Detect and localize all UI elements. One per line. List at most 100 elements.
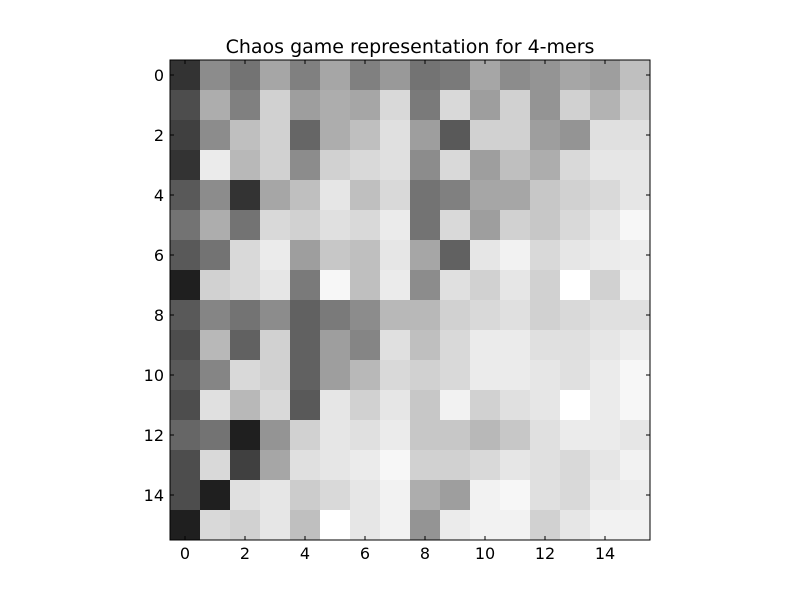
heatmap-cell-r11-c5	[320, 390, 351, 421]
heatmap-cell-r7-c3	[260, 270, 291, 301]
heatmap-cell-r14-c15	[620, 480, 651, 511]
heatmap-cell-r6-c13	[560, 240, 591, 271]
heatmap-cell-r0-c2	[230, 60, 261, 91]
heatmap-cell-r12-c8	[410, 420, 441, 451]
y-tick-labels: 0 2 4 6 8 10 12 14	[144, 66, 164, 505]
heatmap-cell-r4-c10	[470, 180, 501, 211]
heatmap-cell-r9-c9	[440, 330, 471, 361]
heatmap-cell-r0-c8	[410, 60, 441, 91]
chart-title: Chaos game representation for 4-mers	[226, 36, 595, 58]
heatmap-cell-r6-c3	[260, 240, 291, 271]
heatmap-cell-r5-c14	[590, 210, 621, 241]
heatmap-cell-r2-c13	[560, 120, 591, 151]
heatmap-cell-r2-c1	[200, 120, 231, 151]
heatmap-cell-r3-c11	[500, 150, 531, 181]
heatmap-cell-r8-c2	[230, 300, 261, 331]
x-tick-label: 0	[180, 544, 190, 563]
heatmap-cell-r6-c4	[290, 240, 321, 271]
heatmap-cell-r10-c7	[380, 360, 411, 391]
heatmap-cell-r14-c4	[290, 480, 321, 511]
heatmap-cell-r3-c1	[200, 150, 231, 181]
heatmap-cell-r3-c12	[530, 150, 561, 181]
heatmap-cell-r6-c12	[530, 240, 561, 271]
heatmap-cell-r9-c8	[410, 330, 441, 361]
x-tick-label: 6	[360, 544, 370, 563]
x-tick-label: 8	[420, 544, 430, 563]
y-tick-label: 4	[154, 186, 164, 205]
heatmap-cell-r7-c5	[320, 270, 351, 301]
heatmap-cell-r9-c6	[350, 330, 381, 361]
heatmap-cell-r15-c10	[470, 510, 501, 541]
heatmap-cell-r1-c0	[170, 90, 201, 121]
heatmap-cell-r11-c0	[170, 390, 201, 421]
heatmap-cell-r9-c0	[170, 330, 201, 361]
heatmap-cell-r10-c12	[530, 360, 561, 391]
heatmap-cell-r0-c11	[500, 60, 531, 91]
heatmap-cell-r6-c10	[470, 240, 501, 271]
heatmap-cell-r4-c14	[590, 180, 621, 211]
heatmap-cell-r10-c5	[320, 360, 351, 391]
heatmap-cell-r4-c2	[230, 180, 261, 211]
heatmap-cell-r5-c12	[530, 210, 561, 241]
heatmap-cell-r7-c10	[470, 270, 501, 301]
heatmap-cell-r2-c6	[350, 120, 381, 151]
heatmap-cell-r7-c14	[590, 270, 621, 301]
heatmap-cell-r10-c2	[230, 360, 261, 391]
y-tick-label: 14	[144, 486, 164, 505]
heatmap-cell-r6-c1	[200, 240, 231, 271]
heatmap-cell-r3-c5	[320, 150, 351, 181]
heatmap-cell-r15-c11	[500, 510, 531, 541]
heatmap-cell-r9-c2	[230, 330, 261, 361]
heatmap-cell-r11-c9	[440, 390, 471, 421]
heatmap-cell-r5-c3	[260, 210, 291, 241]
heatmap-cell-r10-c6	[350, 360, 381, 391]
heatmap-cell-r7-c2	[230, 270, 261, 301]
heatmap-cell-r3-c4	[290, 150, 321, 181]
heatmap-cell-r4-c5	[320, 180, 351, 211]
heatmap-cell-r0-c14	[590, 60, 621, 91]
heatmap-cell-r3-c10	[470, 150, 501, 181]
heatmap-cell-r13-c11	[500, 450, 531, 481]
heatmap-cell-r13-c6	[350, 450, 381, 481]
heatmap-cell-r9-c10	[470, 330, 501, 361]
heatmap-cell-r4-c0	[170, 180, 201, 211]
heatmap-cell-r13-c12	[530, 450, 561, 481]
heatmap-cell-r6-c11	[500, 240, 531, 271]
heatmap-cell-r0-c15	[620, 60, 651, 91]
heatmap-cell-r3-c13	[560, 150, 591, 181]
heatmap-cell-r8-c12	[530, 300, 561, 331]
heatmap-cell-r13-c1	[200, 450, 231, 481]
heatmap-cell-r12-c15	[620, 420, 651, 451]
heatmap-cells	[170, 60, 651, 541]
heatmap-cell-r9-c13	[560, 330, 591, 361]
heatmap-cell-r7-c0	[170, 270, 201, 301]
heatmap-cell-r8-c4	[290, 300, 321, 331]
heatmap-cell-r10-c9	[440, 360, 471, 391]
heatmap-cell-r0-c6	[350, 60, 381, 91]
heatmap-cell-r11-c14	[590, 390, 621, 421]
heatmap-cell-r15-c2	[230, 510, 261, 541]
heatmap-cell-r13-c7	[380, 450, 411, 481]
heatmap-cell-r7-c6	[350, 270, 381, 301]
heatmap-cell-r8-c15	[620, 300, 651, 331]
y-tick-label: 2	[154, 126, 164, 145]
heatmap-cell-r9-c4	[290, 330, 321, 361]
heatmap-cell-r1-c12	[530, 90, 561, 121]
heatmap-cell-r1-c4	[290, 90, 321, 121]
heatmap-cell-r8-c3	[260, 300, 291, 331]
heatmap-cell-r2-c10	[470, 120, 501, 151]
heatmap-cell-r6-c7	[380, 240, 411, 271]
heatmap-cell-r15-c9	[440, 510, 471, 541]
heatmap-cell-r11-c15	[620, 390, 651, 421]
x-tick-label: 10	[475, 544, 495, 563]
heatmap-cell-r0-c5	[320, 60, 351, 91]
heatmap-cell-r10-c14	[590, 360, 621, 391]
heatmap-cell-r0-c0	[170, 60, 201, 91]
heatmap-cell-r1-c5	[320, 90, 351, 121]
heatmap-cell-r9-c12	[530, 330, 561, 361]
heatmap-cell-r12-c13	[560, 420, 591, 451]
heatmap-cell-r7-c13	[560, 270, 591, 301]
heatmap-cell-r1-c8	[410, 90, 441, 121]
heatmap-cell-r9-c5	[320, 330, 351, 361]
